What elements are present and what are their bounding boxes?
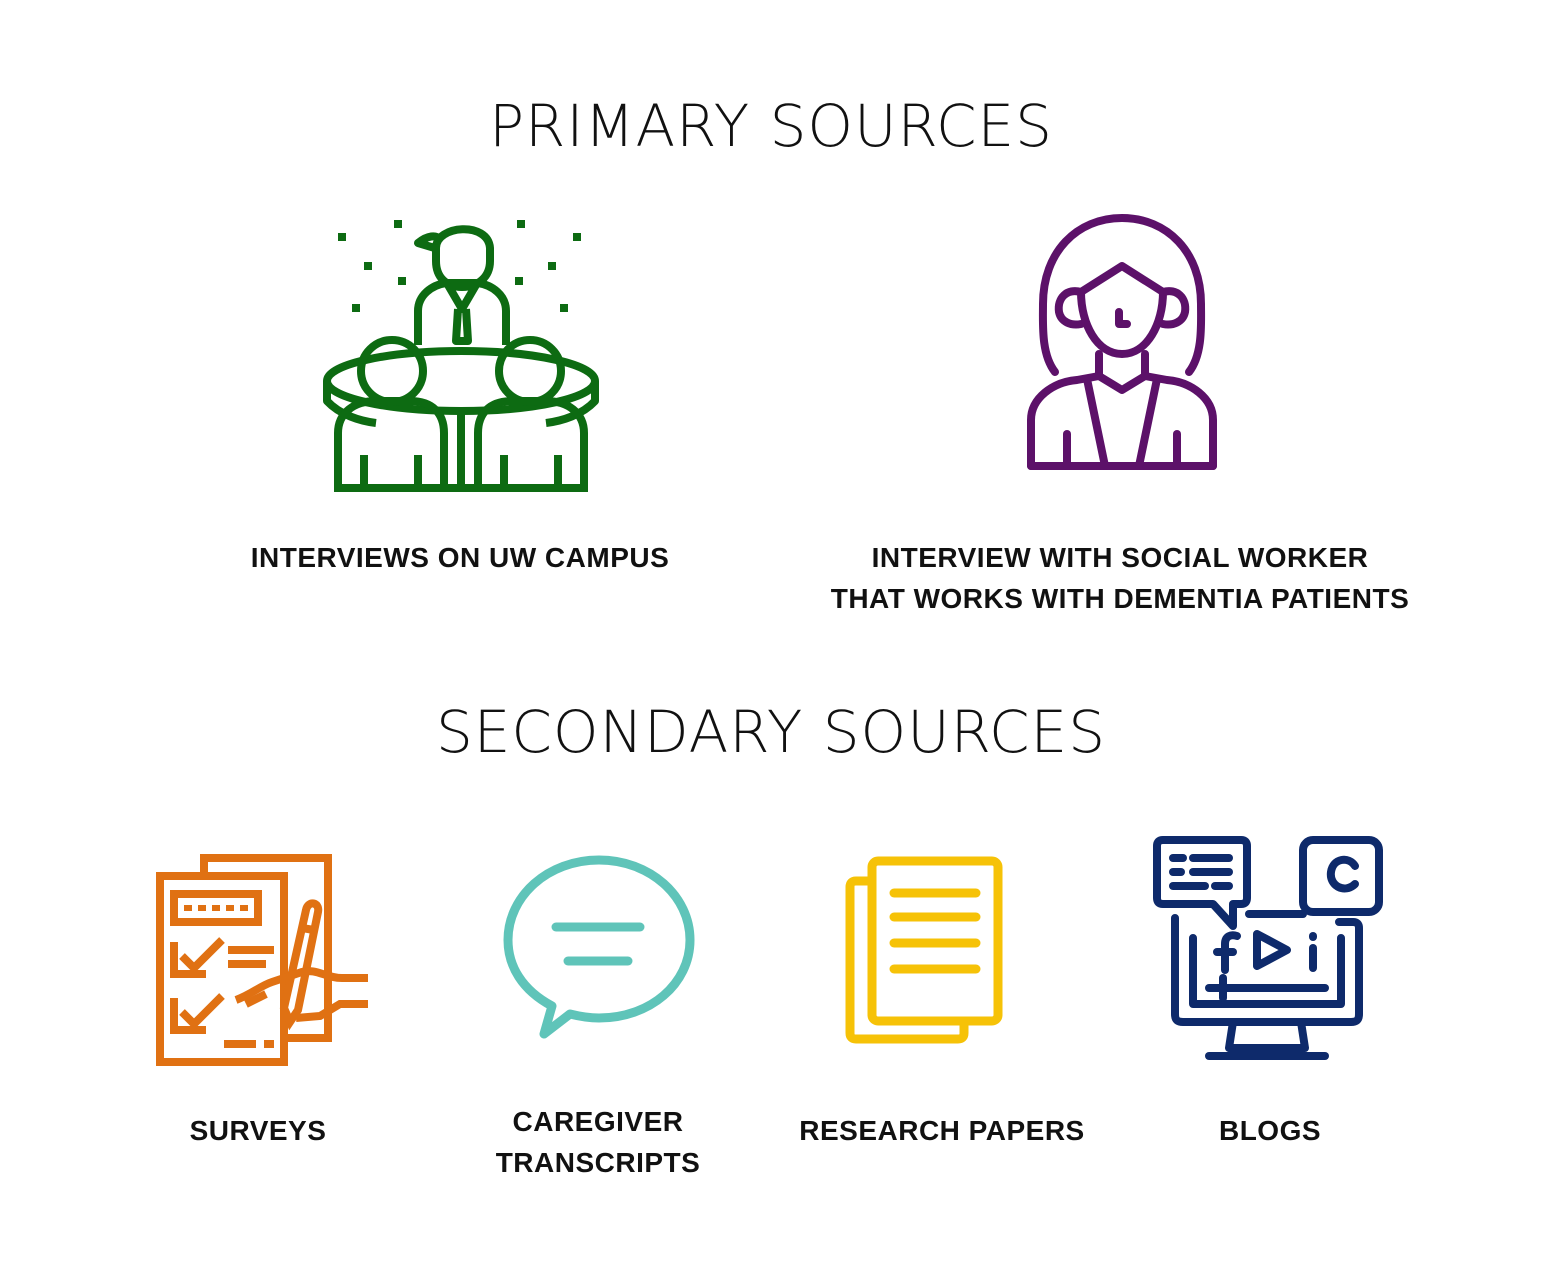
secondary-sources-heading: SECONDARY SOURCES (435, 698, 1107, 766)
label-research-papers: RESEARCH PAPERS (799, 1115, 1085, 1146)
social-worker-icon (1027, 214, 1217, 472)
chat-bubble-icon (503, 855, 695, 1046)
primary-sources-heading: PRIMARY SOURCES (489, 92, 1053, 160)
label-surveys: SURVEYS (189, 1115, 327, 1146)
label-blogs: BLOGS (1218, 1115, 1322, 1146)
meeting-group-icon (320, 215, 602, 497)
survey-icon (156, 854, 368, 1066)
documents-icon (844, 855, 1004, 1047)
label-social-worker-interview: INTERVIEW WITH SOCIAL WORKER THAT WORKS … (830, 542, 1410, 614)
media-monitor-icon (1153, 836, 1385, 1068)
label-caregiver-transcripts: CAREGIVER TRANSCRIPTS (495, 1106, 701, 1178)
label-interviews-campus: INTERVIEWS ON UW CAMPUS (250, 542, 670, 573)
